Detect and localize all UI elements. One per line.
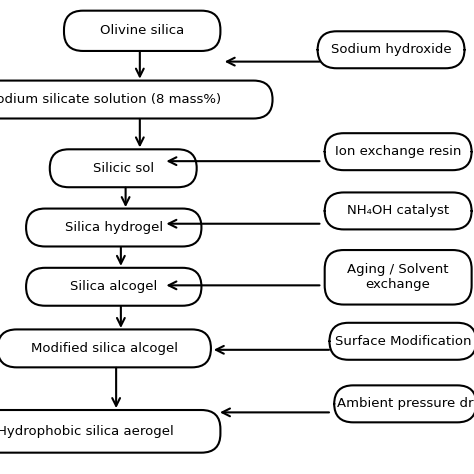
- Text: Hydrophobic silica aerogel: Hydrophobic silica aerogel: [0, 425, 173, 438]
- FancyBboxPatch shape: [325, 250, 472, 305]
- FancyBboxPatch shape: [0, 81, 273, 118]
- Text: Olivine silica: Olivine silica: [100, 24, 184, 37]
- Text: Silica alcogel: Silica alcogel: [70, 280, 157, 293]
- FancyBboxPatch shape: [0, 410, 220, 453]
- FancyBboxPatch shape: [329, 323, 474, 360]
- FancyBboxPatch shape: [50, 149, 197, 187]
- Text: Silicic sol: Silicic sol: [93, 162, 154, 175]
- FancyBboxPatch shape: [0, 329, 211, 367]
- FancyBboxPatch shape: [334, 385, 474, 422]
- Text: Silica hydrogel: Silica hydrogel: [64, 221, 163, 234]
- Text: Ambient pressure dr: Ambient pressure dr: [337, 397, 474, 410]
- Text: Sodium silicate solution (8 mass%): Sodium silicate solution (8 mass%): [0, 93, 221, 106]
- Text: NH₄OH catalyst: NH₄OH catalyst: [347, 204, 449, 218]
- Text: Modified silica alcogel: Modified silica alcogel: [31, 342, 178, 355]
- FancyBboxPatch shape: [26, 209, 201, 246]
- Text: Surface Modification: Surface Modification: [335, 335, 471, 348]
- FancyBboxPatch shape: [325, 133, 472, 170]
- FancyBboxPatch shape: [64, 10, 220, 51]
- Text: Ion exchange resin: Ion exchange resin: [335, 145, 461, 158]
- Text: Aging / Solvent
exchange: Aging / Solvent exchange: [347, 263, 449, 292]
- FancyBboxPatch shape: [318, 31, 465, 68]
- Text: Sodium hydroxide: Sodium hydroxide: [331, 43, 451, 56]
- FancyBboxPatch shape: [325, 192, 472, 229]
- FancyBboxPatch shape: [26, 268, 201, 306]
